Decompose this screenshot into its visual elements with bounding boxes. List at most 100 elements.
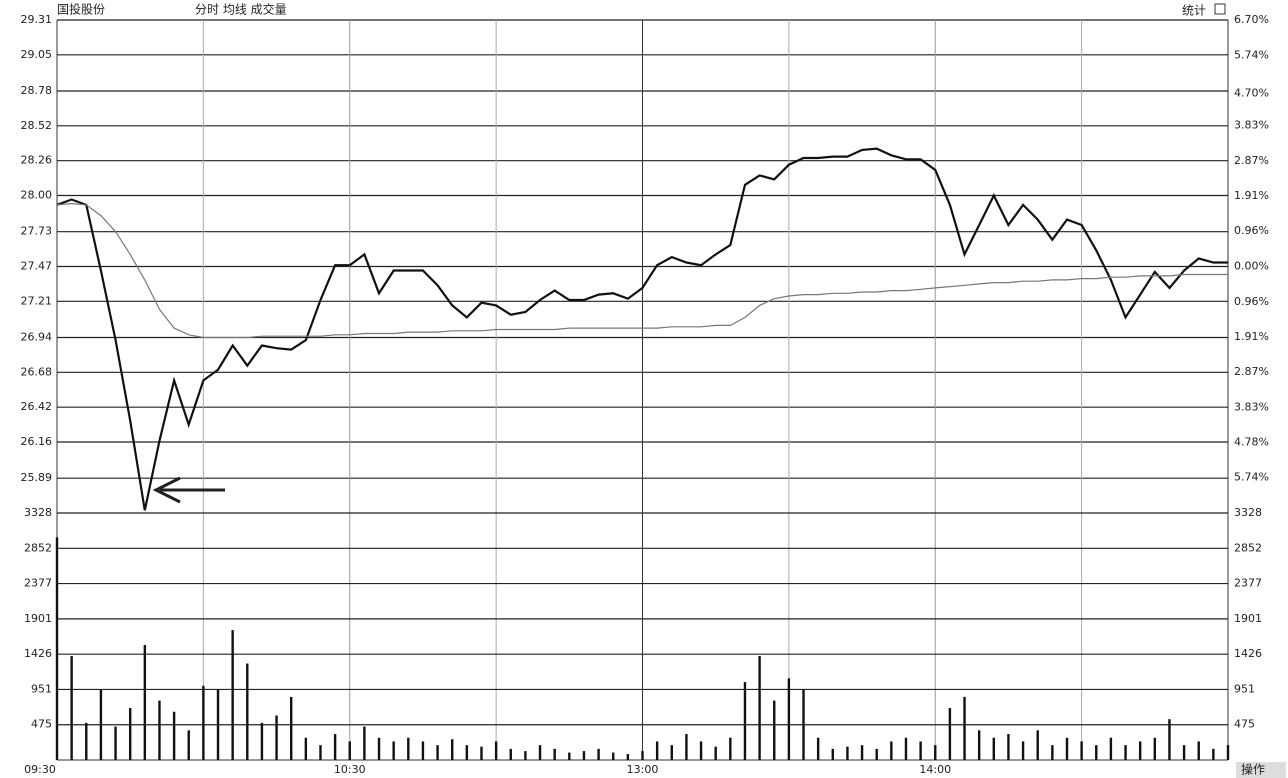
volume-bar [290,696,293,760]
y-tick-label: 1426 [24,647,52,660]
y-tick-label: 27.47 [21,260,53,273]
volume-bar [1109,737,1113,760]
y2-tick-label: 1.91% [1234,189,1269,202]
y2-tick-label: 2.87% [1234,365,1269,378]
y-tick-label: 475 [31,718,52,731]
volume-bar [904,737,908,760]
volume-bar [934,745,937,760]
volume-bar [421,741,425,760]
y-tick-label: 28.52 [21,119,53,132]
volume-bar [1138,741,1142,760]
y-tick-label-right: 1426 [1234,647,1262,660]
average-line [56,202,1228,339]
volume-bar [612,752,615,760]
volume-bar [480,746,483,760]
volume-bar [260,722,264,760]
tabs[interactable]: 分时 均线 成交量 [195,2,287,17]
y-tick-label: 26.16 [21,435,53,448]
volume-bar [1007,734,1010,760]
volume-bar [1051,745,1054,760]
volume-bar [714,746,717,760]
y2-tick-label: 3.83% [1234,400,1269,413]
volume-bar [992,737,995,760]
y2-tick-label: 4.78% [1234,435,1269,448]
volume-bar [1036,730,1039,760]
volume-bar [158,700,161,760]
volume-bar [1124,745,1127,760]
volume-bar [216,689,220,760]
y-tick-label-right: 951 [1234,682,1255,695]
volume-bar [1226,745,1230,760]
volume-bar [363,726,366,760]
y-tick-label: 28.00 [21,188,53,201]
volume-bar [553,748,556,760]
volume-bar [787,678,791,760]
y-tick-label: 2377 [24,577,52,590]
volume-bar [860,745,864,760]
volume-bar [304,737,308,760]
volume-bar [758,656,761,760]
volume-bar [641,751,644,760]
volume-bar [919,741,922,760]
volume-bar [85,722,88,760]
y-tick-label: 28.78 [21,84,53,97]
volume-bar [436,745,439,760]
volume-bar [319,745,322,760]
volume-bar [465,745,469,760]
volume-bar [875,748,878,760]
y2-tick-label: 0.96% [1234,224,1269,237]
volume-bar [831,748,834,760]
x-tick-label: 09:30 [24,763,56,776]
volume-bar [99,689,103,760]
action-button[interactable]: 操作 [1241,762,1265,777]
y-tick-label: 25.89 [21,471,53,484]
y2-tick-label: 6.70% [1234,13,1269,26]
window-icon[interactable] [1214,3,1226,15]
stat-button[interactable]: 统计 [1182,4,1206,18]
volume-bar [816,737,820,760]
plot-layer: 29.31 29.05 28.78 28.52 28.26 28.00 27.73 27.47… [21,13,1269,776]
y-tick-label: 26.94 [21,331,53,344]
volume-bar [626,754,630,760]
volume-bar [524,751,527,760]
volume-bar [582,751,586,760]
volume-bar [172,711,176,760]
volume-bar [114,726,117,760]
volume-bar [699,741,703,760]
volume-bar [1021,741,1025,760]
volume-bar [1095,745,1098,760]
volume-bar [392,741,395,760]
annotation-arrow [152,476,225,504]
volume-bar [655,741,659,760]
volume-bar [1212,748,1215,760]
y2-tick-label: 0.96% [1234,295,1269,308]
y-tick-label: 29.31 [21,13,53,26]
volume-bar [846,746,849,760]
y-tick-label: 26.42 [21,400,53,413]
volume-bar [143,644,147,760]
volume-bar [377,737,381,760]
volume-bar [187,730,190,760]
y-tick-label-right: 1901 [1234,612,1262,625]
y2-tick-label: 0.00% [1234,260,1269,273]
volume-bar [1197,741,1200,760]
y-tick-label: 1901 [24,612,52,625]
y2-tick-label: 5.74% [1234,471,1269,484]
volume-bar [743,682,747,760]
volume-bar [538,745,542,760]
volume-bar [275,715,278,760]
volume-bar [948,708,952,760]
volume-bar [128,708,132,760]
volume-bar [729,737,732,760]
y-tick-label: 27.73 [21,225,53,238]
volume-bar [231,630,234,760]
action-box[interactable] [1236,762,1286,778]
volume-bar [963,696,966,760]
stock-name: 国投股份 [57,2,105,17]
y-tick-label-right: 2852 [1234,541,1262,554]
volume-bar [1168,719,1171,760]
x-tick-label: 10:30 [334,763,366,776]
price-line [56,147,1228,511]
